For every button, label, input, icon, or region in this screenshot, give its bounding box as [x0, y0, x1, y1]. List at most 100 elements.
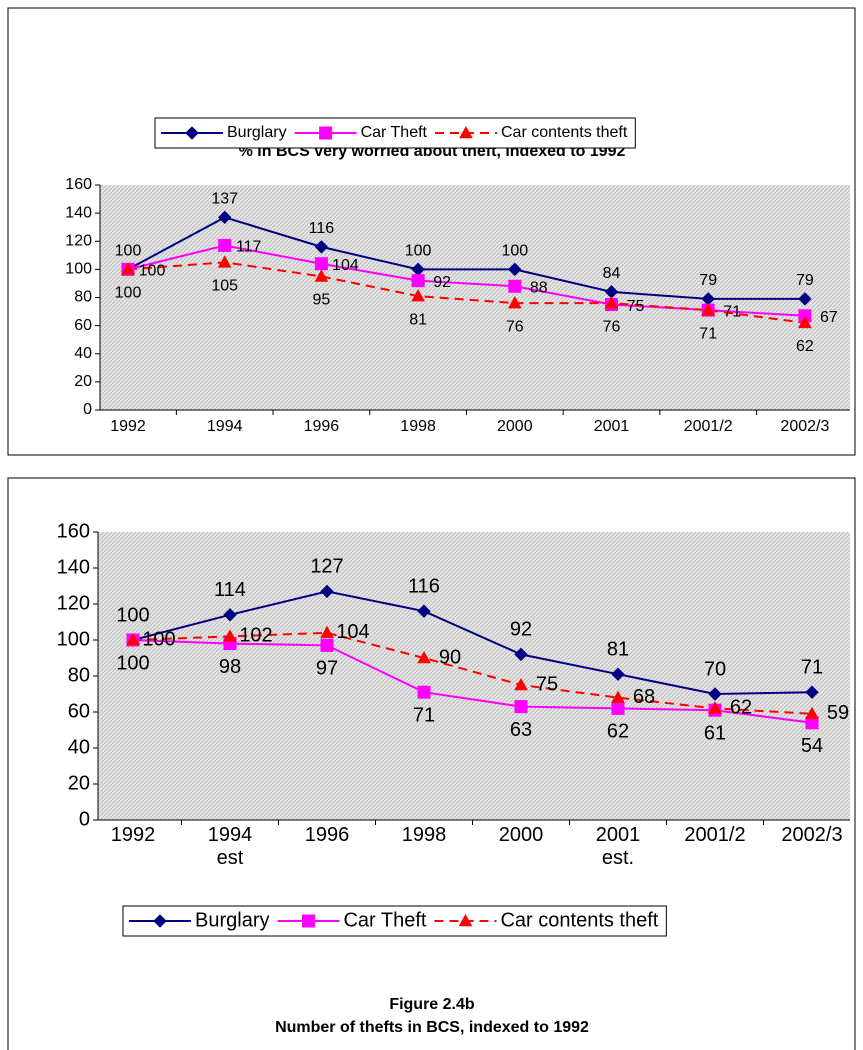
data-label: 79: [796, 272, 814, 289]
data-label: 71: [699, 325, 717, 342]
data-label: 97: [316, 658, 338, 680]
y-tick-label: 100: [57, 628, 90, 650]
data-label: 100: [139, 263, 166, 280]
marker-diamond: [417, 604, 431, 618]
data-label: 71: [413, 704, 435, 726]
data-label: 54: [801, 735, 823, 757]
x-tick-label: 1994: [206, 418, 243, 436]
y-tick-label: 100: [65, 261, 92, 278]
data-label: 79: [699, 272, 717, 289]
y-tick-label: 80: [74, 289, 92, 306]
marker-diamond: [223, 608, 237, 622]
marker-triangle: [223, 629, 237, 642]
marker-diamond: [153, 914, 167, 928]
x-tick-label: 2001/2: [683, 418, 733, 436]
legend-box: [122, 905, 667, 937]
data-label: 92: [433, 274, 451, 291]
data-label: 104: [336, 621, 369, 643]
x-tick-label: 1994 est: [207, 824, 253, 869]
x-tick-label: 1992: [110, 418, 146, 436]
y-tick-label: 140: [65, 204, 92, 221]
marker-triangle: [314, 269, 329, 282]
marker-triangle: [459, 125, 473, 139]
data-label: 62: [730, 697, 752, 719]
marker-triangle: [798, 315, 812, 329]
marker-square: [417, 685, 431, 699]
chart-frame: [7, 7, 856, 456]
data-label: 71: [723, 303, 741, 320]
data-label: 59: [827, 702, 849, 724]
marker-square: [218, 238, 232, 252]
marker-triangle: [126, 632, 140, 646]
data-label: 71: [801, 656, 823, 678]
marker-square: [320, 638, 334, 652]
series-line: [132, 631, 813, 715]
data-label: 100: [405, 243, 432, 260]
marker-square: [319, 126, 333, 140]
y-tick-label: 20: [68, 772, 90, 794]
series-line: [132, 639, 813, 724]
series-line: [132, 590, 813, 696]
y-tick-label: 80: [68, 664, 90, 686]
y-tick-label: 40: [68, 736, 90, 758]
data-label: 100: [116, 652, 149, 674]
plot-area: [98, 532, 850, 820]
legend-label: Burglary: [195, 909, 269, 931]
marker-triangle: [611, 690, 625, 703]
data-label: 88: [530, 279, 548, 296]
data-label: 92: [510, 619, 532, 641]
data-label: 68: [633, 686, 655, 708]
data-label: 117: [236, 239, 262, 256]
marker-square: [314, 257, 328, 271]
data-label: 100: [501, 243, 528, 260]
marker-square: [411, 274, 425, 288]
legend-label: Car Theft: [361, 124, 428, 141]
y-tick-label: 60: [68, 700, 90, 722]
y-tick-label: 0: [83, 401, 92, 418]
x-tick-label: 2002/3: [781, 824, 843, 846]
y-tick-label: 60: [74, 317, 92, 334]
data-label: 100: [115, 285, 142, 302]
marker-square: [514, 700, 528, 714]
marker-triangle: [411, 289, 425, 302]
data-label: 116: [408, 575, 440, 597]
marker-triangle: [417, 650, 431, 664]
legend-label: Burglary: [227, 124, 287, 141]
marker-diamond: [185, 126, 199, 140]
data-label: 61: [704, 722, 726, 744]
y-tick-label: 20: [74, 373, 92, 390]
marker-square: [301, 914, 315, 928]
marker-triangle: [507, 296, 522, 309]
marker-diamond: [514, 647, 528, 662]
data-label: 102: [239, 625, 272, 647]
marker-diamond: [314, 240, 329, 254]
x-tick-label: 2001: [593, 418, 630, 436]
chart-subtitle: Number of thefts in BCS, indexed to 1992: [275, 1019, 589, 1036]
data-label: 137: [211, 191, 238, 208]
data-label: 100: [116, 604, 149, 626]
legend-label: Car contents theft: [500, 909, 658, 931]
y-tick-label: 160: [57, 520, 90, 542]
legend: Burglary Car Theft Car contents theft: [122, 905, 667, 937]
series-line: [127, 261, 806, 324]
marker-square: [508, 279, 522, 293]
y-tick-label: 140: [57, 556, 90, 578]
marker-diamond: [805, 685, 819, 699]
x-tick-label: 2002/3: [780, 418, 830, 436]
data-label: 90: [439, 646, 461, 668]
marker-triangle: [701, 303, 716, 316]
y-tick-label: 40: [74, 345, 92, 362]
marker-diamond: [611, 667, 625, 681]
marker-diamond: [708, 687, 722, 701]
marker-diamond: [320, 584, 334, 599]
chart-title: Figure 2.4b: [389, 996, 475, 1013]
plot-area: [100, 185, 850, 410]
data-label: 81: [409, 311, 427, 328]
data-label: 114: [214, 579, 246, 601]
marker-triangle: [708, 701, 722, 714]
marker-triangle: [805, 706, 819, 720]
data-label: 81: [607, 638, 629, 660]
data-label: 62: [796, 338, 814, 355]
y-tick-label: 120: [65, 232, 92, 249]
x-tick-label: 1996: [304, 824, 350, 846]
